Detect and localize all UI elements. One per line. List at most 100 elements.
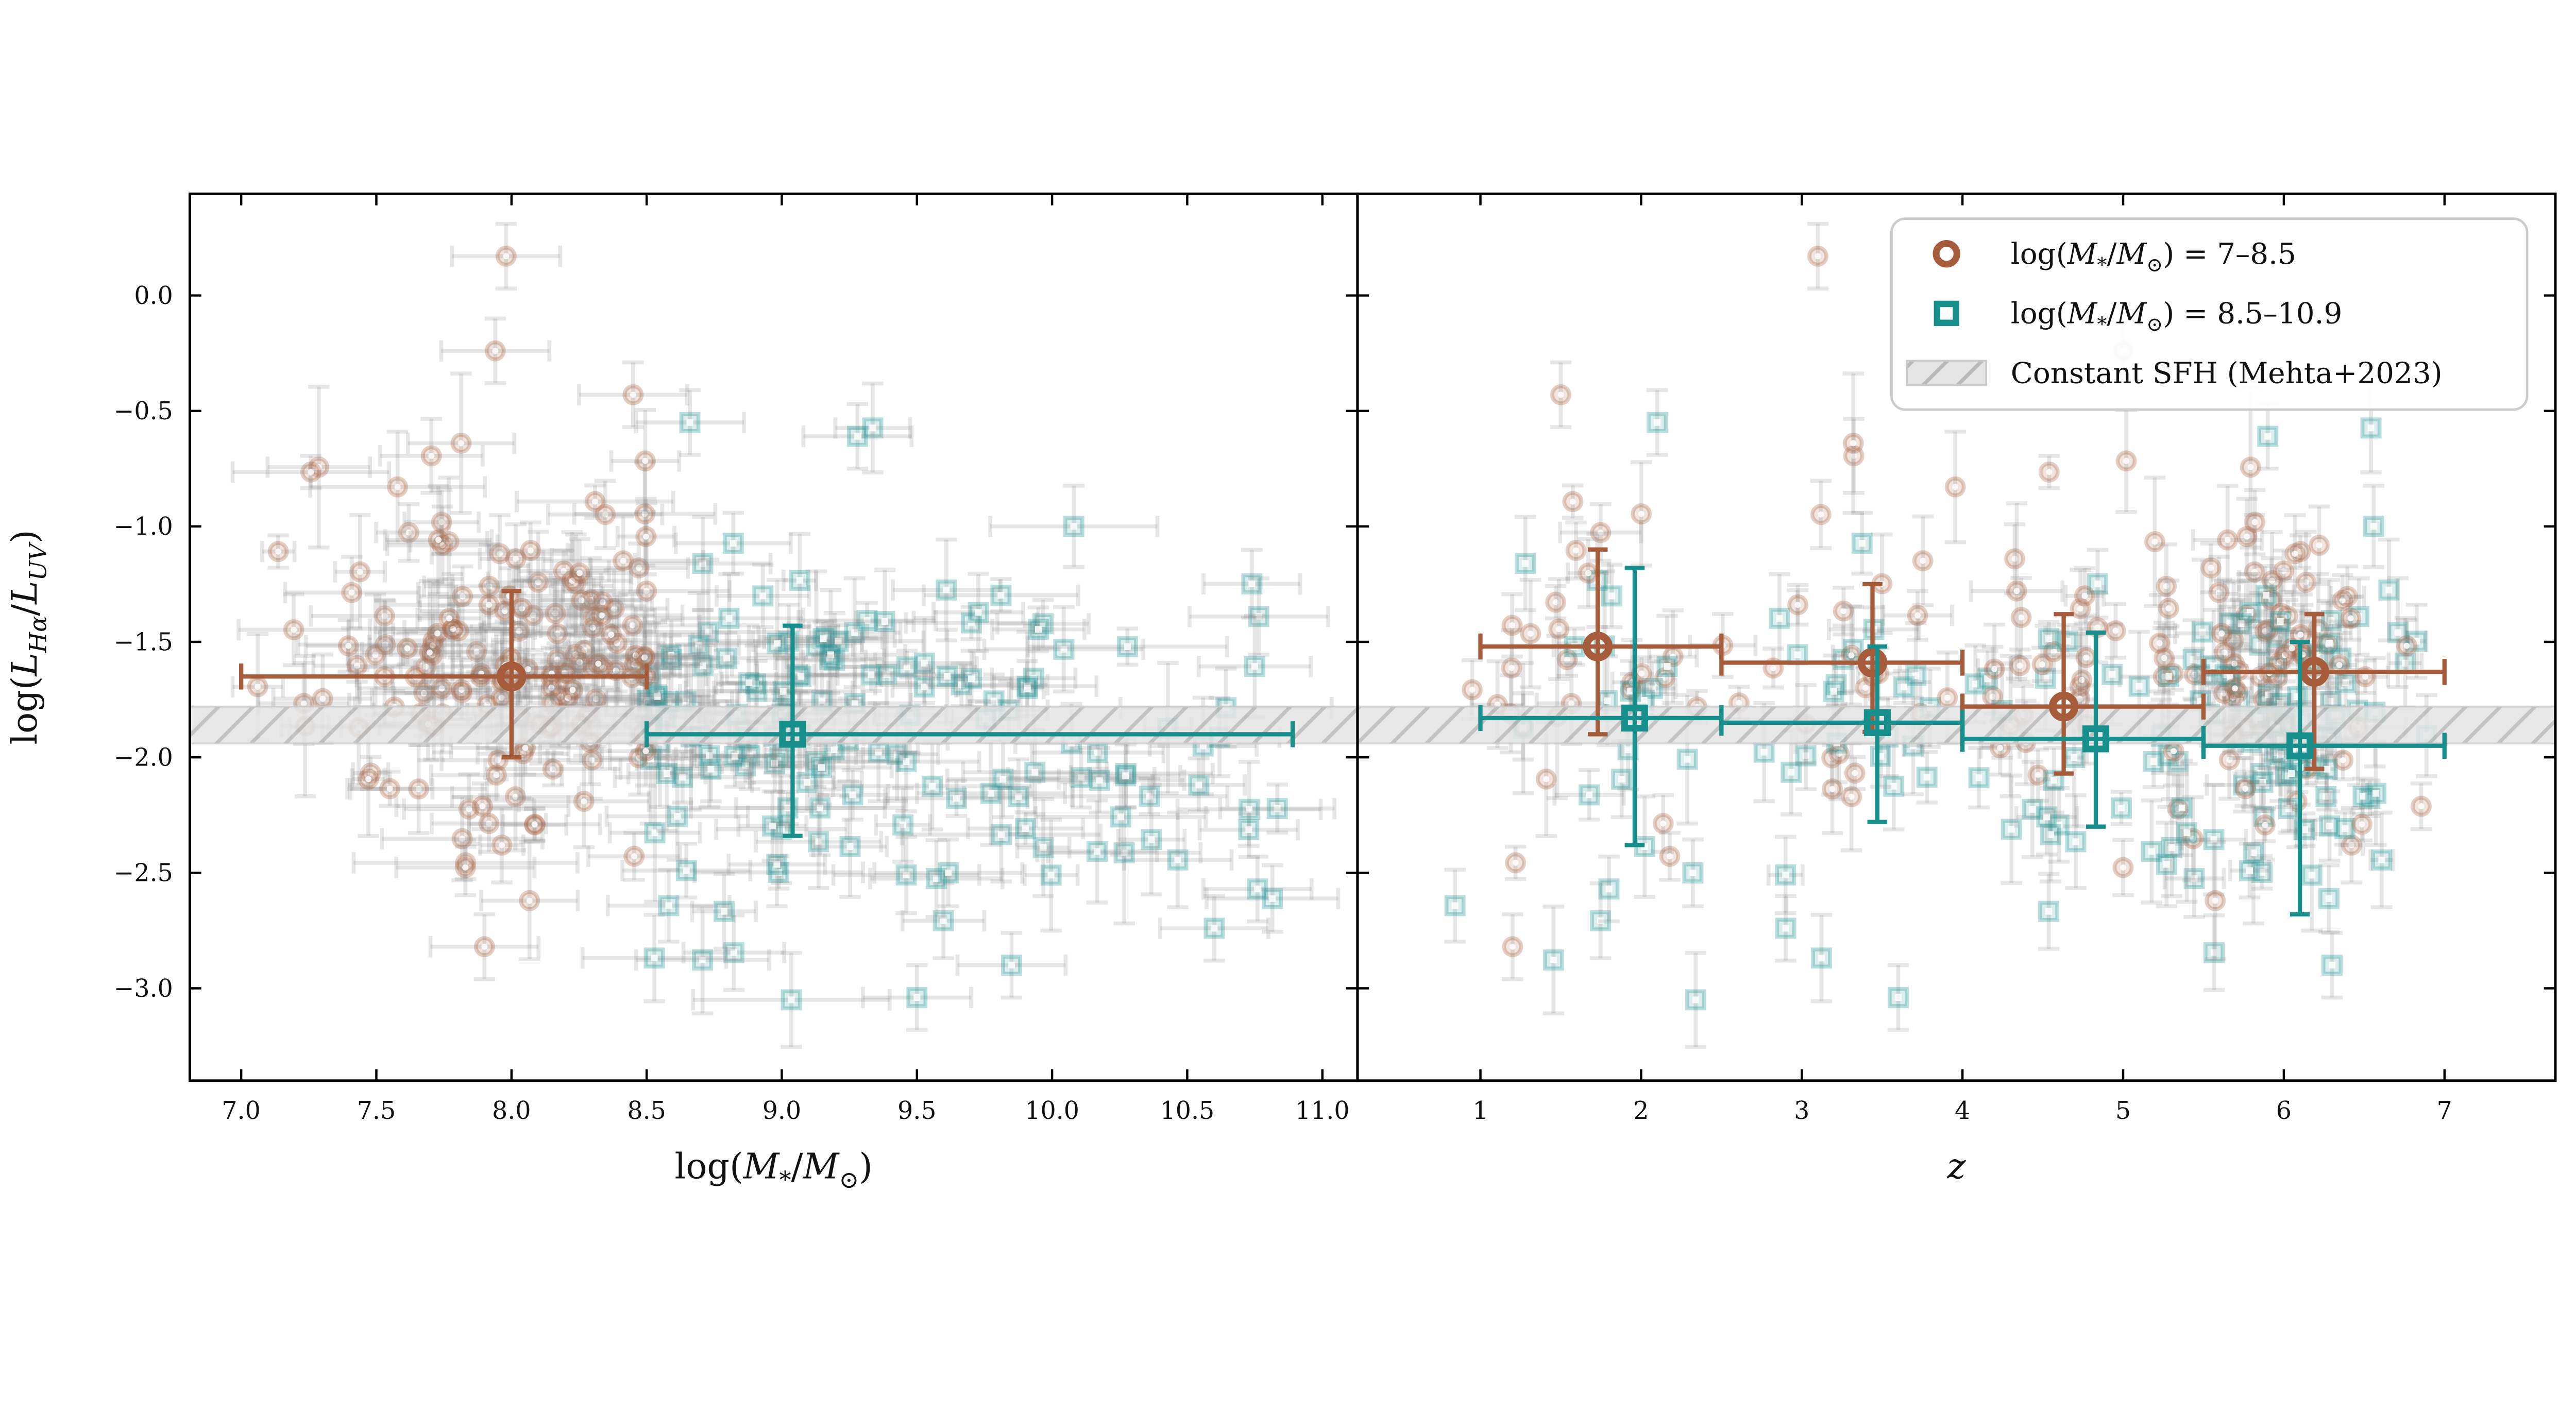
galaxy-point-square: [2239, 602, 2261, 623]
galaxy-point-square: [2038, 628, 2060, 650]
x-tick-label: 7.5: [357, 1097, 396, 1125]
median-point-square: [1960, 630, 2206, 829]
legend-marker-square-icon: [1934, 300, 1959, 326]
galaxy-point-square: [2257, 426, 2279, 447]
x-tick-label: 9.5: [897, 1097, 936, 1125]
galaxy-point-square: [811, 757, 832, 778]
galaxy-point-square: [1543, 949, 1564, 971]
scatter-point-errorbars: [1552, 768, 1626, 822]
y-tick-label: 0.0: [134, 282, 173, 310]
legend-entry-label: log(M*/M⊙) = 7–8.5: [2011, 237, 2296, 277]
median-point-circle: [239, 589, 649, 760]
x-tick-label: 1: [1472, 1097, 1488, 1125]
legend-entry-label: log(M*/M⊙) = 8.5–10.9: [2011, 297, 2343, 336]
galaxy-point-square: [1016, 675, 1038, 697]
median-point-circle: [2201, 612, 2447, 771]
galaxy-point-square: [1775, 917, 1797, 939]
galaxy-point-square: [990, 824, 1012, 845]
y-tick-label: −2.0: [114, 743, 173, 772]
median-point-square: [2201, 639, 2447, 917]
galaxy-point-square: [718, 607, 740, 629]
left-panel-medians: [239, 589, 1295, 838]
galaxy-point-square: [699, 745, 720, 767]
galaxy-point-square: [2156, 854, 2177, 875]
galaxy-point-square: [2230, 613, 2252, 635]
legend-marker-circle-icon: [1933, 240, 1960, 268]
x-tick-label: 7: [2437, 1097, 2452, 1125]
galaxy-point-square: [1115, 763, 1137, 784]
galaxy-point-square: [1115, 765, 1137, 787]
galaxy-point-square: [968, 602, 989, 623]
galaxy-point-square: [761, 815, 783, 837]
galaxy-point-square: [2387, 622, 2409, 643]
galaxy-point-square: [1248, 606, 1269, 627]
galaxy-point-square: [812, 628, 834, 650]
galaxy-point-square: [698, 621, 719, 643]
galaxy-point-square: [808, 831, 829, 853]
x-tick-label: 7.0: [222, 1097, 260, 1125]
galaxy-point-square: [1001, 955, 1022, 976]
galaxy-point-square: [844, 622, 866, 643]
x-tick-label: 10.0: [1025, 1097, 1079, 1125]
galaxy-point-square: [1781, 761, 1802, 783]
galaxy-point-square: [658, 895, 680, 916]
galaxy-point-square: [672, 767, 693, 788]
x-tick-label: 6: [2276, 1097, 2292, 1125]
scatter-point-errorbars: [351, 755, 391, 791]
right-panel-frame: 1 2 3 4 5 6 7 z: [1356, 192, 2557, 1187]
galaxy-point-square: [1024, 761, 1046, 783]
legend-entry-label: Constant SFH (Mehta+2023): [2011, 356, 2443, 390]
galaxy-point-square: [1682, 862, 1704, 883]
galaxy-point-square: [2040, 824, 2061, 845]
galaxy-point-square: [752, 585, 774, 607]
y-axis-label: log(LHα/LUV): [5, 530, 52, 744]
y-tick-label: −1.0: [114, 513, 173, 541]
x-tick-label: 2: [1633, 1097, 1649, 1125]
galaxy-point-square: [2143, 751, 2164, 772]
galaxy-point-square: [1116, 636, 1138, 657]
galaxy-point-square: [1032, 837, 1054, 858]
galaxy-point-square: [2269, 611, 2291, 632]
galaxy-point-square: [1590, 910, 1611, 931]
galaxy-point-square: [2318, 633, 2340, 654]
x-tick-label: 3: [1794, 1097, 1809, 1125]
legend-band-swatch-icon: [1906, 360, 1988, 386]
median-point-square: [644, 623, 1295, 838]
galaxy-point-square: [2318, 888, 2340, 909]
legend: log(M*/M⊙) = 7–8.5 log(M*/M⊙) = 8.5–10.9 C…: [1890, 217, 2529, 411]
galaxy-point-square: [724, 745, 745, 767]
galaxy-point-square: [692, 553, 714, 574]
galaxy-point-square: [2171, 797, 2193, 819]
galaxy-point-square: [856, 610, 878, 632]
y-tick-label: −2.5: [114, 859, 173, 888]
galaxy-point-square: [1266, 798, 1288, 820]
x-tick-label: 4: [1955, 1097, 1970, 1125]
x-tick-label: 5: [2115, 1097, 2131, 1125]
galaxy-point-square: [925, 867, 947, 889]
galaxy-point-square: [960, 612, 982, 634]
binned-median-layer: [239, 547, 2447, 917]
y-tick-label: −1.5: [114, 628, 173, 656]
galaxy-point-square: [1167, 849, 1189, 871]
right-panel-xlabel: z: [1946, 1147, 1966, 1187]
x-tick-label: 9.0: [762, 1097, 801, 1125]
left-panel-xlabel: log(M*/M⊙): [675, 1147, 873, 1194]
median-point-circle: [1719, 582, 1965, 735]
galaxy-point-square: [1238, 819, 1260, 841]
x-tick-label: 11.0: [1295, 1097, 1350, 1125]
galaxy-point-square: [1964, 673, 1986, 695]
legend-box: [1890, 217, 2529, 411]
galaxy-point-square: [647, 686, 668, 707]
median-point-square: [1719, 644, 1965, 824]
axes-frame-layer: 7.0 7.5 8.0 8.5 9.0 9.5 10.0 10.5 11.0 0.0 −0.5 −1.…: [5, 192, 2557, 1194]
galaxy-point-square: [1905, 665, 1927, 686]
galaxy-point-square: [2258, 684, 2279, 706]
median-point-square: [1478, 566, 1724, 847]
galaxy-point-square: [1015, 818, 1036, 839]
galaxy-point-square: [2176, 822, 2198, 844]
galaxy-point-square: [714, 900, 735, 922]
galaxy-point-square: [1870, 745, 1891, 767]
right-panel-medians: [1478, 547, 2447, 917]
galaxy-point-square: [839, 836, 861, 857]
